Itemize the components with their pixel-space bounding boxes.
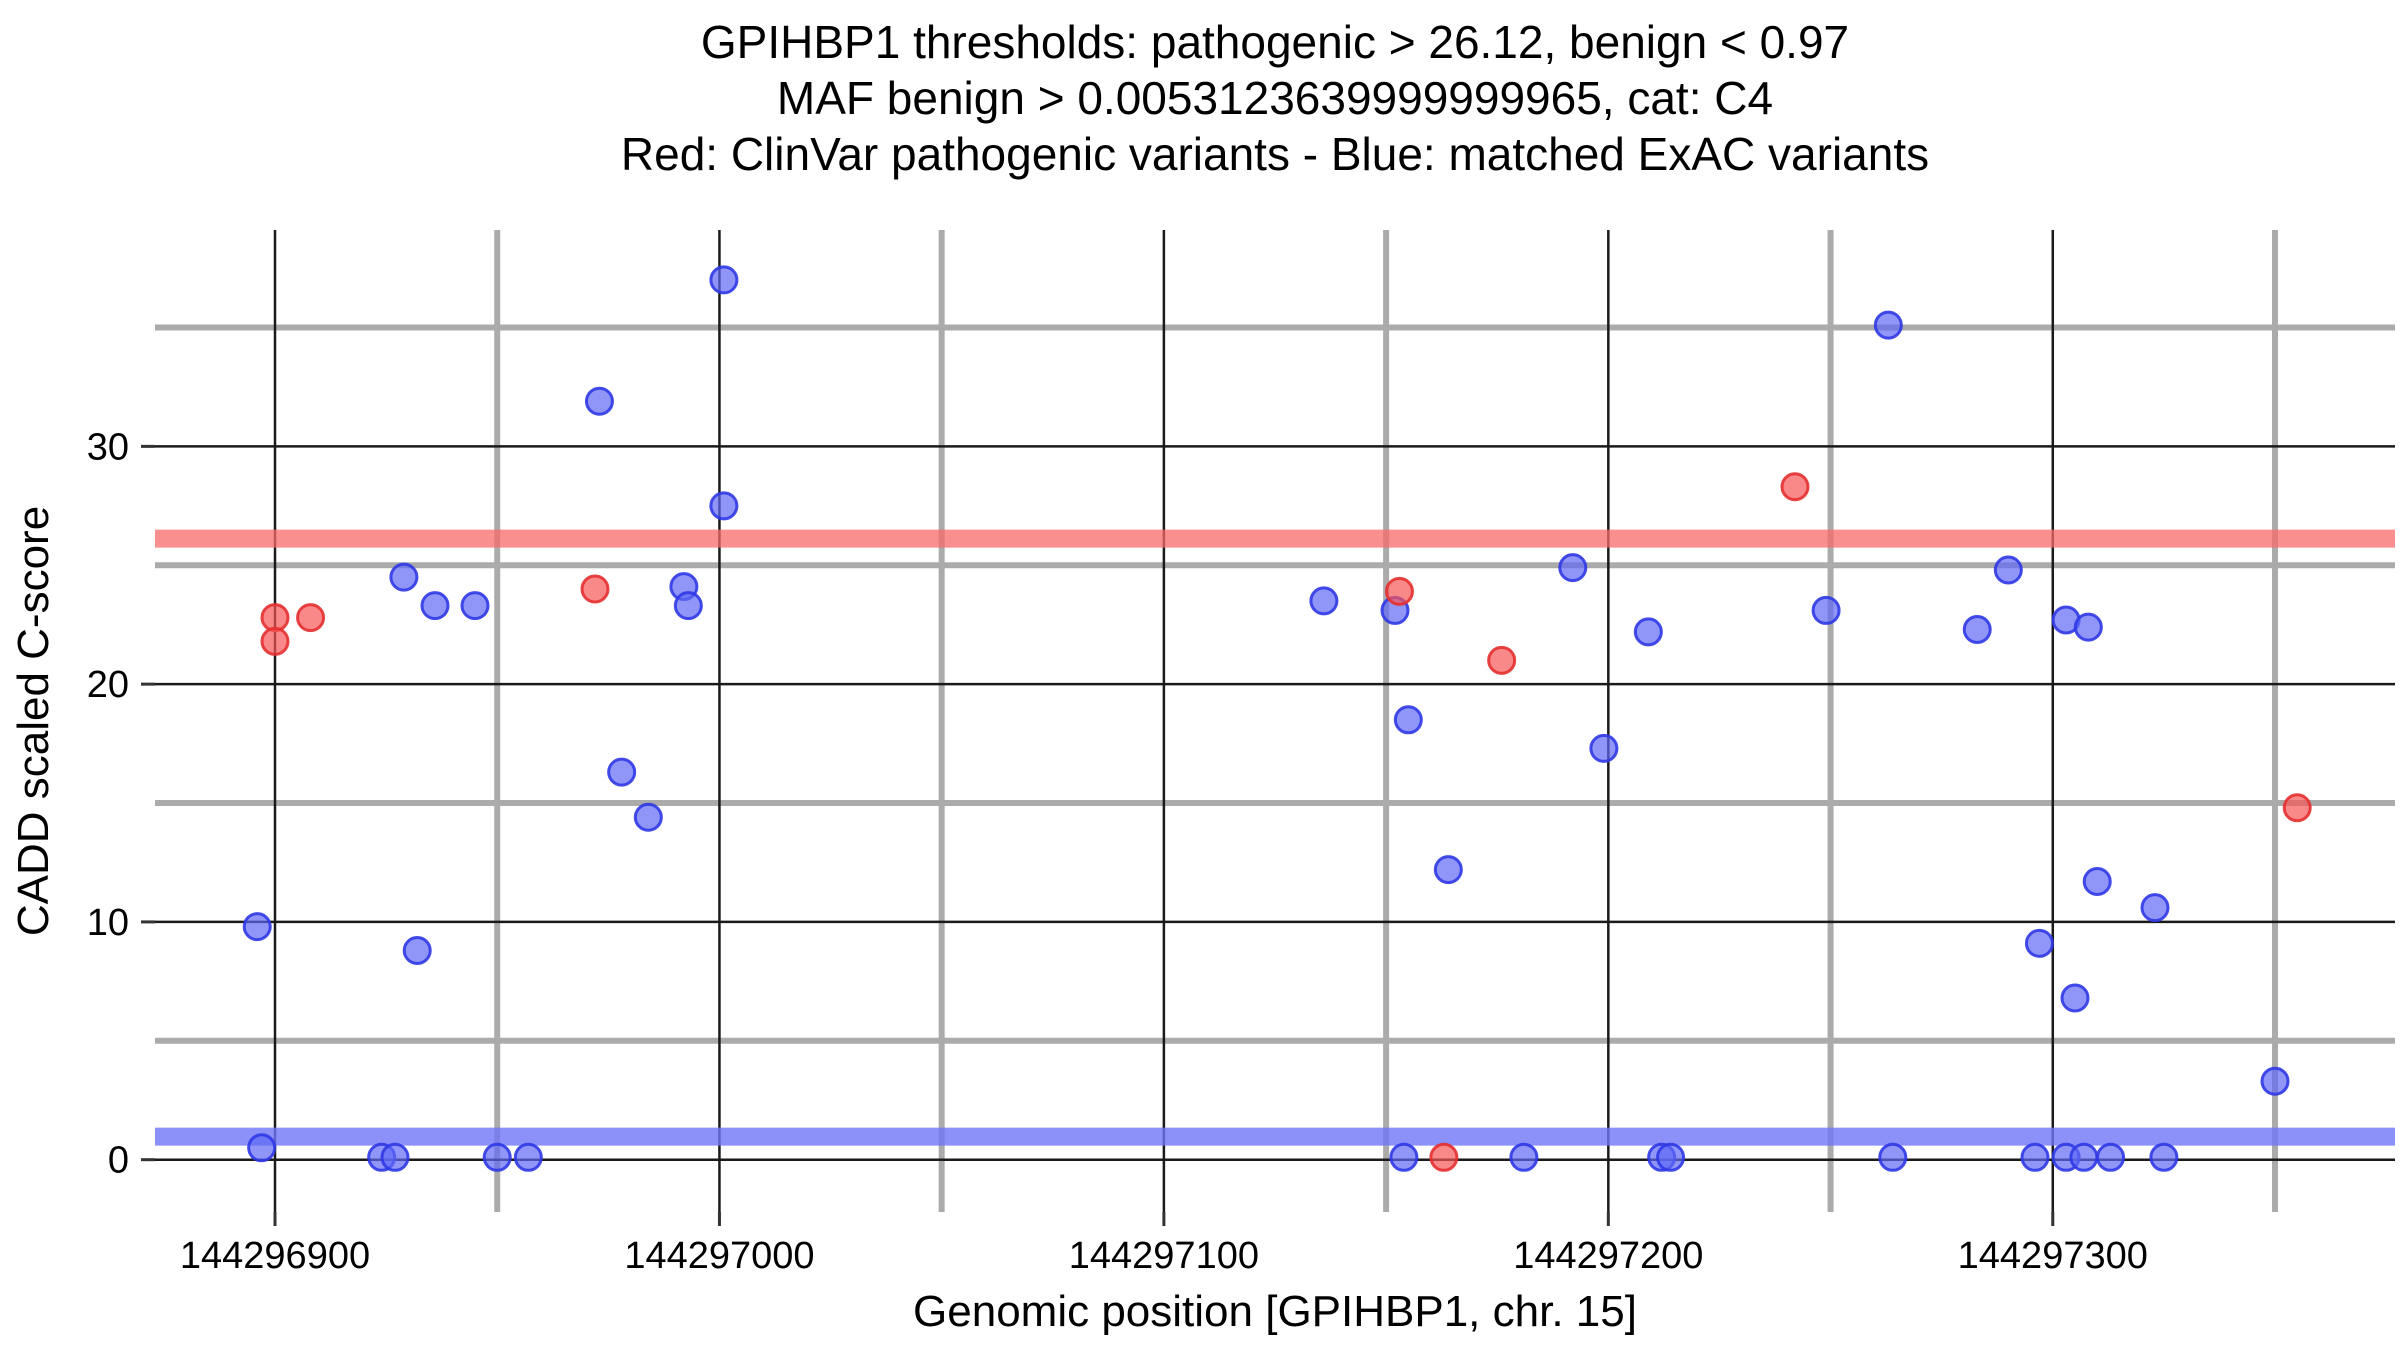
data-point-blue (482, 1142, 512, 1172)
data-point-blue (1811, 595, 1841, 625)
data-point-blue (584, 386, 614, 416)
data-point-blue (673, 591, 703, 621)
x-tick-label: 144297300 (1958, 1235, 2148, 1277)
major-gridlines (155, 230, 2395, 1212)
data-point-red (580, 574, 610, 604)
x-axis-title: Genomic position [GPIHBP1, chr. 15] (913, 1287, 1637, 1336)
data-point-blue (1558, 553, 1588, 583)
x-tick-label: 144297100 (1069, 1235, 1259, 1277)
y-tick-label: 10 (87, 902, 129, 944)
data-point-blue (2020, 1142, 2050, 1172)
x-tick-label: 144296900 (180, 1235, 370, 1277)
data-point-blue (1393, 705, 1423, 735)
data-point-blue (1656, 1142, 1686, 1172)
data-point-blue (2060, 983, 2090, 1013)
data-point-red (260, 626, 290, 656)
y-axis-title: CADD scaled C-score (9, 506, 58, 936)
plot-title-line-2: MAF benign > 0.0053123639999999965, cat:… (777, 72, 1773, 124)
data-point-blue (2024, 928, 2054, 958)
data-point-blue (1433, 855, 1463, 885)
data-point-blue (607, 757, 637, 787)
data-point-blue (402, 935, 432, 965)
data-point-blue (242, 912, 272, 942)
pathogenic-threshold-band (155, 529, 2395, 548)
threshold-bands (155, 529, 2395, 1146)
data-point-blue (1993, 555, 2023, 585)
x-tick-label: 144297200 (1513, 1235, 1703, 1277)
benign-threshold-band (155, 1127, 2395, 1146)
data-point-blue (2082, 866, 2112, 896)
data-point-blue (2149, 1142, 2179, 1172)
data-point-blue (1878, 1142, 1908, 1172)
data-point-blue (1589, 733, 1619, 763)
data-point-red (1384, 576, 1414, 606)
plot-title-line-3: Red: ClinVar pathogenic variants - Blue:… (621, 128, 1929, 180)
data-point-blue (1962, 614, 1992, 644)
data-point-blue (2140, 893, 2170, 923)
data-point-blue (2073, 612, 2103, 642)
axis-ticks (141, 444, 2055, 1226)
y-tick-label: 20 (87, 664, 129, 706)
axis-tick-labels: 144296900 144297000 144297100 144297200 1442… (87, 426, 2148, 1277)
x-tick-label: 144297000 (624, 1235, 814, 1277)
data-point-blue (247, 1133, 277, 1163)
data-point-blue (2096, 1142, 2126, 1172)
data-point-red (296, 603, 326, 633)
data-point-blue (709, 265, 739, 295)
data-point-blue (633, 802, 663, 832)
data-points (242, 265, 2312, 1172)
data-point-red (1429, 1142, 1459, 1172)
y-tick-label: 30 (87, 426, 129, 468)
data-point-blue (2069, 1142, 2099, 1172)
data-point-blue (460, 591, 490, 621)
data-point-blue (1509, 1142, 1539, 1172)
data-point-blue (2260, 1066, 2290, 1096)
plot-title-line-1: GPIHBP1 thresholds: pathogenic > 26.12, … (701, 16, 1849, 68)
data-point-blue (420, 591, 450, 621)
data-point-blue (1633, 617, 1663, 647)
data-point-red (1780, 472, 1810, 502)
data-point-red (2282, 793, 2312, 823)
data-point-blue (389, 562, 419, 592)
data-point-blue (513, 1142, 543, 1172)
data-point-blue (1873, 310, 1903, 340)
data-point-blue (709, 491, 739, 521)
data-point-red (1487, 645, 1517, 675)
data-point-blue (1389, 1142, 1419, 1172)
minor-gridlines (155, 230, 2395, 1212)
data-point-blue (1309, 586, 1339, 616)
data-point-red (260, 603, 290, 633)
data-point-blue (380, 1142, 410, 1172)
y-tick-label: 0 (108, 1140, 129, 1182)
